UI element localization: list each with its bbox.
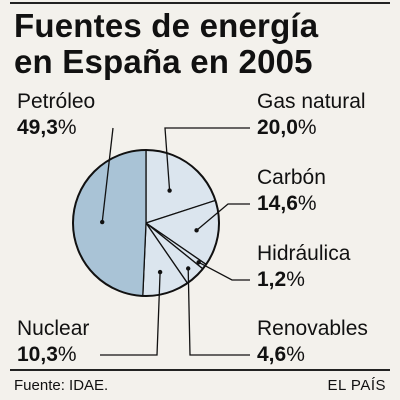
- chart-title: Fuentes de energía en España en 2005: [14, 8, 394, 80]
- value-hidraulica: 1,2%: [257, 268, 305, 292]
- leader-gas-natural: [164, 127, 250, 193]
- value-carbon-num: 14,6: [257, 192, 298, 215]
- pie-outline: [72, 149, 220, 297]
- value-carbon: 14,6%: [257, 192, 317, 216]
- label-gas-natural: Gas natural: [257, 90, 366, 113]
- label-renovables: Renovables: [257, 317, 368, 340]
- label-petroleo: Petróleo: [17, 90, 96, 113]
- footer-rule: [10, 369, 390, 371]
- value-carbon-unit: %: [297, 192, 317, 215]
- value-nuclear-num: 10,3: [17, 343, 58, 366]
- label-nuclear: Nuclear: [17, 317, 90, 340]
- value-petroleo-unit: %: [57, 116, 77, 139]
- value-renovables-num: 4,6: [257, 343, 287, 366]
- source-note: Fuente: IDAE.: [14, 377, 109, 394]
- label-hidraulica: Hidráulica: [257, 242, 351, 265]
- value-nuclear-unit: %: [57, 343, 77, 366]
- value-hidraulica-num: 1,2: [257, 268, 287, 291]
- top-rule: [10, 2, 390, 4]
- leader-petroleo: [100, 127, 114, 225]
- value-petroleo-num: 49,3: [17, 116, 58, 139]
- value-gas-natural: 20,0%: [257, 116, 317, 140]
- value-renovables: 4,6%: [257, 343, 305, 367]
- label-carbon: Carbón: [257, 166, 326, 189]
- value-gas-natural-num: 20,0: [257, 116, 298, 139]
- title-line-2: en España en 2005: [14, 43, 313, 80]
- leader-renovables: [185, 266, 250, 356]
- value-renovables-unit: %: [286, 343, 305, 366]
- brand-logo: EL PAÍS: [327, 377, 386, 394]
- slice-petroleo: [72, 149, 147, 297]
- value-gas-natural-unit: %: [297, 116, 317, 139]
- leader-hidraulica: [196, 260, 250, 281]
- value-hidraulica-unit: %: [286, 268, 305, 291]
- leader-carbon: [194, 203, 250, 233]
- title-line-1: Fuentes de energía: [14, 7, 319, 44]
- leader-nuclear: [100, 269, 163, 356]
- value-nuclear: 10,3%: [17, 343, 77, 367]
- value-petroleo: 49,3%: [17, 116, 77, 140]
